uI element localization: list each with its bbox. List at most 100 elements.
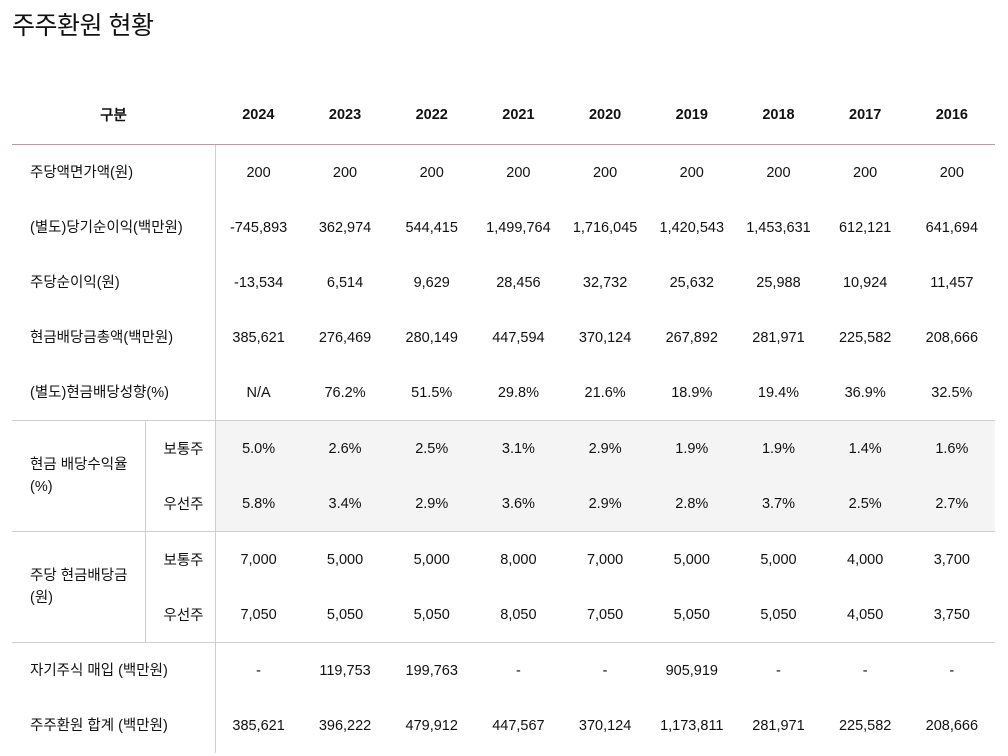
- cell: 370,124: [578, 329, 632, 346]
- cell: -: [821, 642, 909, 698]
- shareholder-return-table: 구분 2024 2023 2022 2021 2020 2019 2018 2017 2016 …: [12, 85, 996, 753]
- table-row: 주당순이익(원) -13,534 6,514 9,629 28,456 32,732 25,…: [12, 255, 995, 310]
- row-label: 주당순이익(원): [30, 274, 120, 291]
- cell: 2.9%: [561, 420, 649, 476]
- cell: -: [908, 642, 996, 698]
- cell: 51.5%: [411, 384, 453, 401]
- cell: 2.9%: [388, 476, 476, 532]
- page-title: 주주환원 현황: [12, 12, 154, 40]
- cell: 280,149: [405, 329, 458, 346]
- cell: 18.9%: [671, 384, 713, 401]
- cell: 3.7%: [735, 476, 822, 532]
- cell: 5,050: [326, 606, 364, 623]
- table-row: 주당액면가액(원) 200 200 200 200 200 200 200 200 200: [12, 144, 995, 200]
- year-header: 2017: [821, 85, 909, 145]
- cell: 5,000: [388, 531, 476, 587]
- year-header: 2016: [908, 85, 996, 145]
- cell: 32,732: [582, 274, 628, 291]
- cell: -: [735, 642, 822, 698]
- cell: 2.8%: [648, 476, 736, 532]
- cell: -: [475, 642, 562, 698]
- sub-label: 보통주: [144, 531, 215, 587]
- cell: 905,919: [648, 642, 736, 698]
- cell: 385,621: [214, 310, 302, 365]
- cell: 19.4%: [757, 384, 800, 401]
- cell: 2.6%: [301, 420, 389, 476]
- sub-label: 우선주: [144, 476, 215, 532]
- cell: 3.6%: [475, 476, 562, 532]
- table-row: 현금 배당수익율 (%) 보통주 5.0% 2.6% 2.5% 3.1% 2.9% 1.9% 1…: [12, 420, 996, 532]
- year-header: 2024: [215, 85, 302, 145]
- cell: 447,594: [492, 329, 545, 346]
- cell: 25,632: [669, 274, 714, 291]
- table-row: 현금배당금총액(백만원) 385,621 276,469 280,149 447,594…: [12, 310, 995, 365]
- row-label: 현금배당금총액(백만원): [30, 329, 174, 346]
- cell: 5,050: [760, 606, 797, 623]
- cell: 200: [939, 164, 964, 181]
- cell: 3.4%: [301, 476, 389, 532]
- cell: 8,050: [500, 606, 537, 623]
- table-body: 주당액면가액(원) 200 200 200 200 200 200 200 200 200 (별도)…: [12, 144, 996, 753]
- cell: 2.5%: [388, 420, 476, 476]
- table-row: (별도)당기순이익(백만원) -745,893 362,974 544,415 1,49…: [12, 200, 995, 255]
- year-header: 2023: [301, 85, 389, 145]
- cell: 200: [592, 164, 618, 181]
- header-row: 구분 2024 2023 2022 2021 2020 2019 2018 2017 2016: [12, 85, 996, 145]
- year-header: 2022: [388, 85, 476, 145]
- year-header: 2020: [561, 85, 649, 145]
- cell: 7,050: [214, 587, 302, 643]
- cell: 5,000: [735, 531, 822, 587]
- cell: 3.1%: [475, 420, 562, 476]
- cell: -13,534: [214, 255, 302, 310]
- cell: 5,050: [673, 606, 710, 623]
- table-row: 우선주 5.8% 3.4% 2.9% 3.6% 2.9% 2.8% 3.7% 2.5% 2.7%: [12, 476, 996, 532]
- cell: 612,121: [838, 219, 892, 236]
- cell: 76.2%: [324, 384, 366, 401]
- cell: 1,173,811: [660, 717, 724, 734]
- sub-label: 우선주: [144, 587, 215, 643]
- cell: 200: [853, 164, 878, 181]
- cell: 200: [332, 164, 358, 181]
- row-label: 주당액면가액(원): [30, 164, 134, 181]
- cell: 28,456: [496, 274, 541, 291]
- cell: 208,666: [925, 329, 979, 346]
- cell: 385,621: [214, 698, 302, 753]
- cell: 281,971: [752, 329, 805, 346]
- cell: 208,666: [925, 717, 979, 734]
- row-label: 자기주식 매입 (백만원): [12, 642, 215, 698]
- cell: 10,924: [842, 274, 888, 291]
- cell: 5,050: [413, 606, 450, 623]
- cell: 200: [679, 164, 704, 181]
- cell: 362,974: [318, 219, 372, 236]
- cell: -745,893: [214, 200, 302, 255]
- cell: 119,753: [301, 642, 389, 698]
- row-label: (별도)현금배당성향(%): [30, 384, 169, 401]
- year-header: 2018: [735, 85, 822, 145]
- row-label: 주당 현금배당금 (원): [12, 531, 145, 643]
- cell: 1,716,045: [572, 219, 638, 236]
- cell: 29.8%: [497, 384, 539, 401]
- sub-label: 보통주: [144, 420, 215, 476]
- cell: 200: [214, 144, 302, 200]
- cell: 2.5%: [821, 476, 909, 532]
- cell: 1.6%: [908, 420, 996, 476]
- cell: 9,629: [413, 274, 450, 291]
- cell: 32.5%: [931, 384, 973, 401]
- cell: 544,415: [405, 219, 458, 236]
- cell: 225,582: [838, 717, 892, 734]
- cell: 3,700: [908, 531, 996, 587]
- cell: 225,582: [838, 329, 892, 346]
- cell: 200: [506, 164, 531, 181]
- cell: 7,000: [214, 531, 302, 587]
- table-row: 자기주식 매입 (백만원) -119,753 199,763- -905,919- - -: [12, 642, 996, 698]
- cell: 5.0%: [214, 420, 302, 476]
- row-label: (별도)당기순이익(백만원): [30, 219, 183, 236]
- cell: 7,050: [586, 606, 624, 623]
- cell: 447,567: [492, 717, 545, 734]
- cell: 4,000: [821, 531, 909, 587]
- cell: 281,971: [752, 717, 805, 734]
- cell: 199,763: [388, 642, 476, 698]
- cell: 396,222: [318, 717, 372, 734]
- cell: 4,050: [847, 606, 884, 623]
